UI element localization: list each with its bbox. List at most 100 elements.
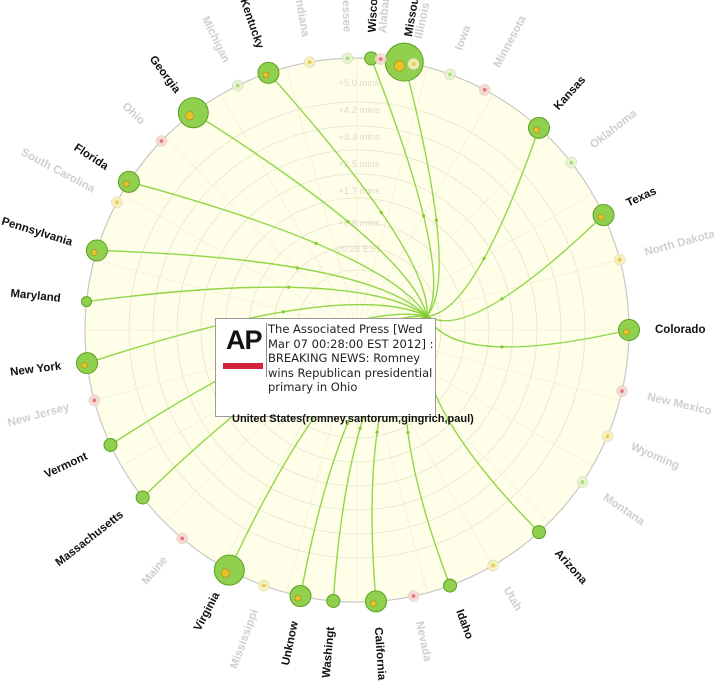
state-label[interactable]: Arizona	[552, 547, 590, 587]
state-node[interactable]	[443, 578, 458, 593]
node-detail	[294, 594, 302, 602]
radial-spoke	[356, 137, 550, 331]
state-node[interactable]	[289, 585, 312, 608]
connection-edge	[370, 58, 435, 317]
state-label[interactable]: Virginia	[192, 590, 223, 633]
edge-marker	[358, 426, 362, 430]
radial-spoke	[286, 67, 358, 331]
state-node[interactable]	[213, 554, 245, 586]
edge-marker	[346, 220, 350, 224]
edge-marker	[375, 430, 379, 434]
radial-spoke	[164, 137, 358, 331]
edge-marker	[314, 241, 318, 246]
state-label[interactable]: New Mexico	[646, 391, 713, 418]
node-dot	[378, 57, 383, 61]
state-label[interactable]: New York	[10, 360, 63, 378]
state-label[interactable]: Maine	[140, 554, 170, 587]
node-dot	[159, 139, 164, 143]
state-node[interactable]	[85, 239, 108, 262]
edge-marker	[287, 285, 291, 289]
state-label[interactable]: Kansas	[552, 74, 588, 112]
state-label[interactable]: Iowa	[453, 23, 473, 52]
node-dot	[448, 72, 452, 77]
edge-marker	[281, 310, 285, 314]
state-node[interactable]	[177, 97, 209, 129]
state-label[interactable]: Idaho	[453, 608, 475, 641]
state-label[interactable]: Massachusetts	[54, 509, 126, 569]
state-label[interactable]: Oklahoma	[588, 107, 640, 151]
connection-edge	[86, 286, 428, 317]
state-label[interactable]: Minnesota	[492, 13, 530, 69]
radial-tick-label: +5.0 mins	[338, 78, 380, 89]
state-label[interactable]: Montana	[601, 492, 647, 529]
tooltip-timestamp: [Wed Mar 07 00:28:00 EST 2012] : BREAKIN…	[268, 322, 434, 366]
state-label[interactable]: Colorado	[655, 324, 705, 336]
state-label[interactable]: California	[372, 627, 388, 681]
state-label[interactable]: Unknow	[280, 620, 301, 666]
state-node[interactable]	[135, 490, 150, 505]
state-node[interactable]	[592, 204, 615, 227]
state-label[interactable]: Pennsylvania	[0, 216, 74, 249]
node-detail	[533, 126, 540, 134]
state-label[interactable]: Texas	[625, 185, 659, 209]
ap-logo-text: AP	[226, 325, 263, 355]
edge-marker	[482, 256, 486, 261]
state-node[interactable]	[528, 116, 551, 139]
radial-tick-label: +1.7 mins	[338, 186, 380, 197]
state-label[interactable]: Utah	[501, 585, 524, 613]
tooltip-text: The Associated Press [Wed Mar 07 00:28:0…	[268, 322, 434, 395]
node-dot	[482, 88, 487, 92]
radial-tick-label: +3.3 mins	[338, 132, 380, 143]
state-label[interactable]: Ohio	[120, 100, 147, 127]
state-node[interactable]	[103, 437, 118, 452]
state-label[interactable]: Florida	[72, 142, 111, 173]
state-node[interactable]	[80, 296, 92, 308]
state-label[interactable]: Washingt	[321, 626, 337, 678]
state-label[interactable]: New Jersey	[6, 401, 71, 429]
node-dot	[605, 434, 610, 439]
state-label[interactable]: Wyoming	[629, 441, 681, 472]
state-label[interactable]: Wisconsin	[367, 0, 382, 33]
state-label[interactable]: Nevada	[413, 620, 433, 663]
node-dot	[580, 480, 585, 484]
edge-marker	[500, 345, 504, 349]
node-dot	[491, 563, 495, 568]
node-dot	[411, 62, 416, 66]
state-node[interactable]	[532, 525, 547, 540]
edge-marker	[379, 210, 383, 215]
state-label[interactable]: Maryland	[10, 288, 61, 305]
radial-tick-label: +0.8 mins	[338, 218, 380, 229]
state-label[interactable]: Vermont	[43, 450, 90, 480]
state-node[interactable]	[364, 590, 387, 613]
state-label[interactable]: North Dakota	[643, 228, 714, 258]
edge-marker	[446, 417, 450, 421]
connection-edge	[426, 315, 630, 348]
state-label[interactable]: Mississippi	[228, 608, 260, 670]
node-detail	[123, 180, 130, 188]
state-label[interactable]: Georgia	[147, 54, 183, 96]
edge-marker	[500, 297, 504, 301]
news-tooltip: AP The Associated Press [Wed Mar 07 00:2…	[215, 318, 436, 417]
state-label[interactable]: Alabama	[377, 0, 393, 34]
state-label[interactable]: Kentucky	[237, 0, 265, 51]
radial-spoke	[356, 94, 494, 331]
connection-edge	[86, 303, 428, 364]
state-node[interactable]	[117, 170, 140, 193]
state-label[interactable]: Indiana	[292, 0, 311, 38]
connection-edge	[128, 181, 428, 317]
state-label[interactable]: Michigan	[199, 15, 232, 65]
state-node[interactable]	[618, 319, 640, 341]
ap-logo-bar	[223, 363, 263, 369]
node-dot	[235, 83, 240, 88]
connection-edge	[267, 72, 428, 317]
connection-edge	[426, 127, 540, 317]
state-node[interactable]	[76, 352, 99, 375]
radial-tick-label: +2.5 mins	[338, 159, 380, 170]
node-detail	[221, 568, 231, 578]
tooltip-body: NEWS: Romney wins Republican presidentia…	[268, 351, 433, 395]
state-node[interactable]	[257, 61, 280, 84]
state-label[interactable]: Tennessee	[339, 0, 353, 32]
state-node[interactable]	[326, 593, 341, 608]
node-detail	[623, 328, 630, 336]
